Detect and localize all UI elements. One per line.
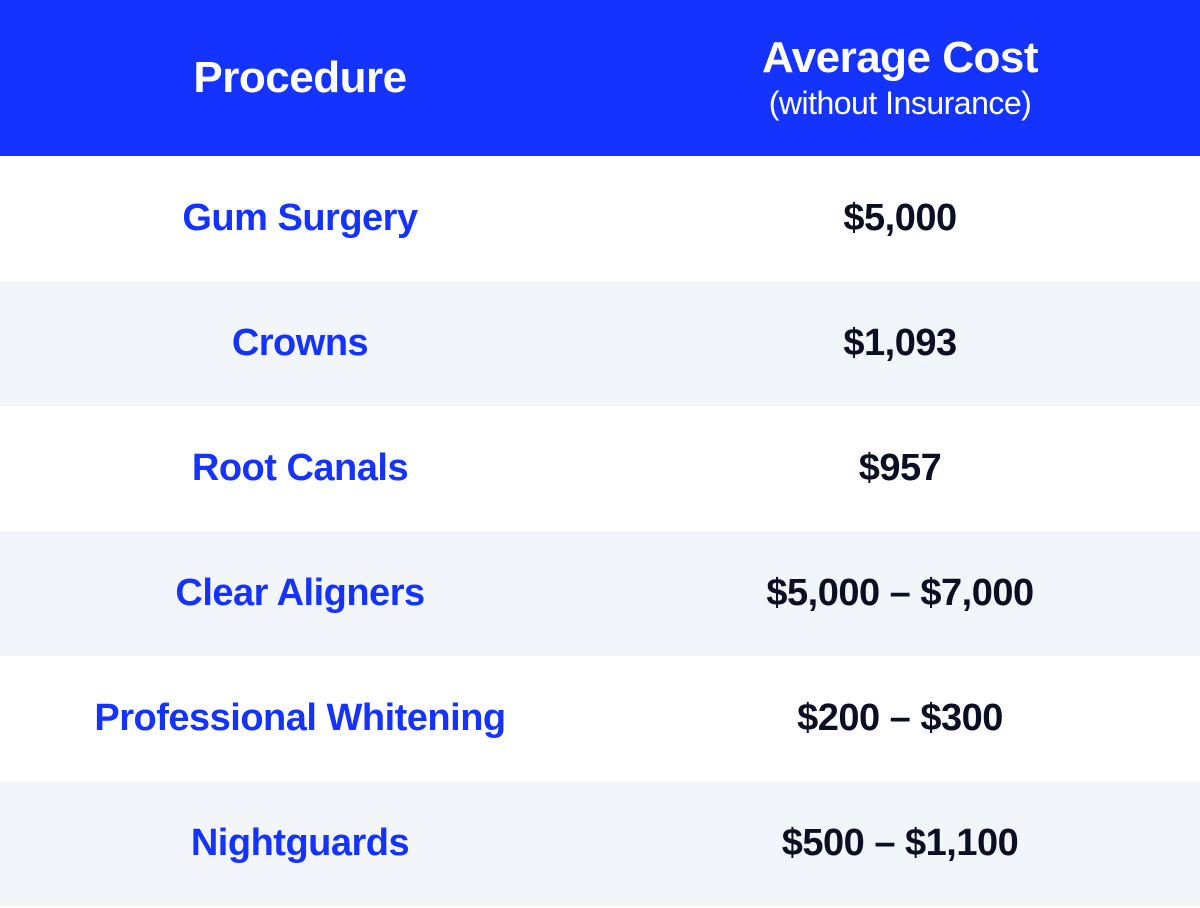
header-cost-title: Average Cost [762, 34, 1038, 82]
procedure-cell: Gum Surgery [0, 156, 600, 281]
table-row: Clear Aligners $5,000 – $7,000 [0, 531, 1200, 656]
cost-table: Procedure Average Cost (without Insuranc… [0, 0, 1200, 906]
header-cost: Average Cost (without Insurance) [600, 0, 1200, 156]
procedure-cell: Professional Whitening [0, 656, 600, 781]
procedure-cell: Nightguards [0, 781, 600, 906]
header-procedure-title: Procedure [193, 54, 406, 102]
cost-cell: $5,000 [600, 156, 1200, 281]
table-row: Crowns $1,093 [0, 281, 1200, 406]
header-procedure: Procedure [0, 0, 600, 156]
table-header-row: Procedure Average Cost (without Insuranc… [0, 0, 1200, 156]
procedure-cell: Root Canals [0, 406, 600, 531]
table-row: Root Canals $957 [0, 406, 1200, 531]
table-row: Gum Surgery $5,000 [0, 156, 1200, 281]
table-row: Professional Whitening $200 – $300 [0, 656, 1200, 781]
cost-cell: $500 – $1,100 [600, 781, 1200, 906]
cost-cell: $200 – $300 [600, 656, 1200, 781]
cost-cell: $957 [600, 406, 1200, 531]
table-row: Nightguards $500 – $1,100 [0, 781, 1200, 906]
cost-cell: $1,093 [600, 281, 1200, 406]
cost-cell: $5,000 – $7,000 [600, 531, 1200, 656]
procedure-cell: Crowns [0, 281, 600, 406]
procedure-cell: Clear Aligners [0, 531, 600, 656]
header-cost-sub: (without Insurance) [769, 84, 1032, 122]
